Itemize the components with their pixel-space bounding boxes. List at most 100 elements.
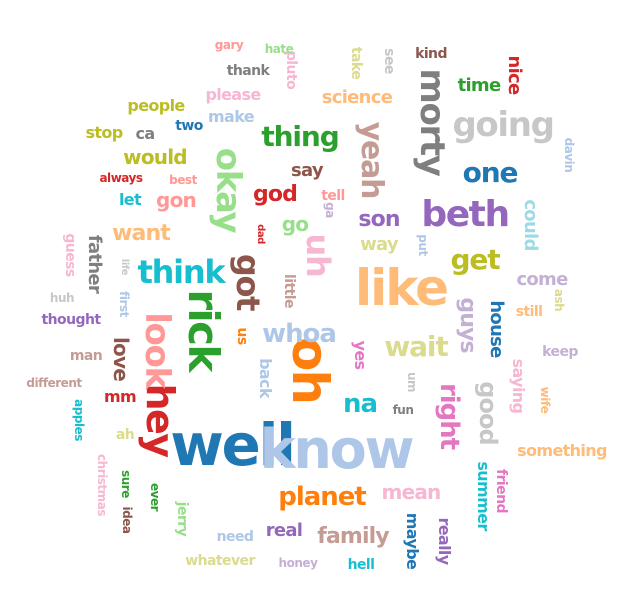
word-house: house [486, 300, 507, 358]
word-na: na [343, 389, 378, 419]
word-go: go [281, 212, 309, 236]
word-summer: summer [474, 461, 493, 531]
word-ash: ash [552, 288, 566, 312]
word-love: love [109, 337, 133, 381]
word-father: father [84, 234, 105, 294]
word-whoa: whoa [262, 319, 337, 349]
word-would: would [123, 145, 187, 169]
word-way: way [360, 234, 399, 255]
word-honey: honey [278, 556, 318, 570]
word-say: say [291, 160, 324, 181]
word-ah: ah [115, 427, 135, 443]
word-hate: hate [264, 42, 294, 56]
word-hell: hell [347, 557, 375, 573]
word-planet: planet [278, 482, 366, 512]
word-real: real [265, 520, 303, 541]
word-hey: hey [138, 383, 182, 457]
word-two: two [175, 118, 203, 134]
word-thank: thank [226, 63, 270, 79]
word-friend: friend [493, 469, 509, 513]
word-know: know [259, 418, 415, 481]
word-rick: rick [179, 289, 228, 371]
word-dad: dad [255, 224, 266, 244]
word-best: best [169, 173, 197, 187]
word-please: please [205, 85, 261, 104]
word-thought: thought [41, 312, 101, 328]
word-morty: morty [412, 68, 452, 176]
word-beth: beth [421, 194, 510, 235]
word-mean: mean [381, 480, 442, 504]
word-jerry: jerry [174, 501, 190, 537]
word-guys: guys [455, 297, 480, 353]
word-really: really [435, 517, 454, 565]
word-gon: gon [156, 188, 197, 212]
word-apples: apples [72, 399, 86, 441]
word-still: still [515, 304, 543, 320]
word-davin: davin [562, 137, 576, 173]
word-um: um [405, 371, 419, 393]
word-thing: thing [261, 120, 339, 153]
word-put: put [416, 234, 430, 256]
word-ga: ga [323, 202, 337, 218]
word-mm: mm [103, 387, 137, 406]
word-guess: guess [62, 233, 78, 277]
word-idea: idea [120, 506, 134, 534]
word-sure: sure [119, 470, 133, 498]
word-science: science [321, 87, 393, 108]
word-see: see [381, 48, 397, 74]
word-son: son [358, 207, 400, 232]
word-something: something [517, 441, 607, 460]
word-little: little [281, 274, 297, 308]
word-huh: huh [49, 291, 75, 305]
word-good: good [474, 381, 502, 445]
word-always: always [99, 171, 143, 185]
word-maybe: maybe [403, 512, 422, 570]
word-think: think [137, 253, 226, 291]
word-whatever: whatever [185, 553, 255, 569]
word-yes: yes [351, 340, 370, 370]
word-make: make [208, 107, 255, 126]
word-keep: keep [542, 344, 578, 360]
word-christmas: christmas [95, 454, 109, 516]
word-different: different [26, 376, 82, 390]
word-wife: wife [538, 386, 552, 414]
word-let: let [118, 190, 142, 209]
word-one: one [462, 156, 519, 189]
word-ca: ca [135, 124, 155, 143]
word-back: back [256, 358, 275, 398]
word-look: look [137, 312, 177, 388]
word-time: time [457, 75, 502, 96]
word-wait: wait [384, 330, 448, 363]
word-god: god [253, 182, 298, 207]
word-yeah: yeah [354, 121, 389, 199]
word-ever: ever [148, 482, 162, 512]
word-want: want [112, 221, 171, 246]
word-get: get [450, 243, 500, 276]
word-come: come [516, 269, 568, 290]
word-well: well [170, 411, 296, 479]
word-family: family [317, 524, 389, 549]
word-stop: stop [85, 123, 123, 142]
word-tell: tell [321, 188, 345, 204]
word-like: like [354, 259, 449, 317]
word-first: first [117, 291, 131, 317]
word-okay: okay [208, 147, 248, 233]
word-uh: uh [299, 233, 337, 277]
word-take: take [348, 46, 364, 80]
word-right: right [434, 382, 464, 450]
word-us: us [234, 327, 250, 345]
word-could: could [520, 199, 541, 251]
word-man: man [69, 348, 103, 364]
word-saying: saying [509, 358, 528, 414]
word-gary: gary [214, 38, 244, 52]
word-fun: fun [392, 403, 414, 417]
word-need: need [216, 529, 254, 545]
word-going: going [452, 105, 554, 145]
word-people: people [127, 96, 185, 115]
word-kind: kind [415, 46, 447, 62]
word-life: life [119, 258, 130, 276]
word-got: got [229, 253, 267, 311]
word-pluto: pluto [283, 50, 299, 90]
word-nice: nice [504, 55, 525, 95]
